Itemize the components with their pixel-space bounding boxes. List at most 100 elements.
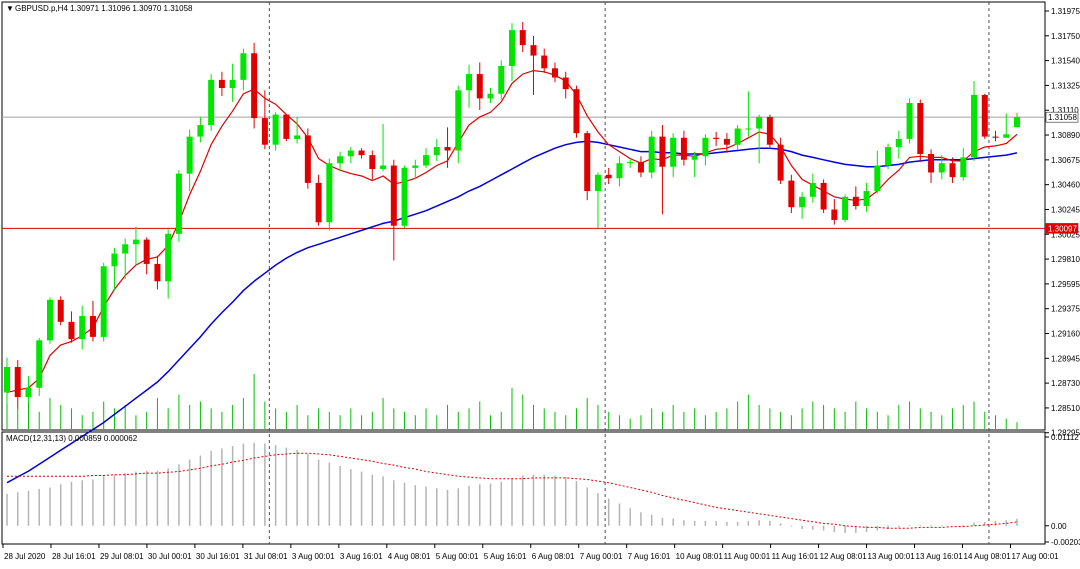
candle-body [143,239,150,264]
candle-body [36,340,43,388]
time-axis: 28 Jul 2020 28 Jul 16:01 29 Jul 08:01 30 Ju… [2,544,1059,561]
candle [272,112,279,151]
candle-body [57,299,64,322]
symbol-dropdown-icon[interactable]: ▼ [6,4,14,13]
candle [960,148,967,181]
candle [799,192,806,219]
candle [326,158,333,231]
candle-body [928,153,935,173]
candle [906,98,913,144]
candle-body [433,147,440,156]
candle [315,174,322,226]
candle-body [691,156,698,160]
candle [229,63,236,102]
candle [36,338,43,396]
candle-body [315,182,322,223]
time-tick-label: 4 Aug 08:01 [388,552,431,561]
candle [863,182,870,212]
current-price-tag: 1.31058 [1045,111,1079,123]
candle-body [519,30,526,46]
macd-histogram [6,442,1018,533]
candle [68,311,75,343]
time-tick-label: 6 Aug 08:01 [532,552,575,561]
candle-body [584,133,591,192]
candle [412,159,419,180]
level-price-tag: 1.30097 [1045,223,1079,234]
time-tick-label: 3 Aug 16:01 [340,552,383,561]
candle [627,159,634,168]
price-tick-label: 1.31750 [1051,32,1080,41]
candle-body [444,147,451,151]
candle [111,247,118,291]
candle-body [895,138,902,148]
candle [809,173,816,203]
candle [261,90,268,150]
candle-body [294,135,301,139]
candle [197,116,204,143]
candle-body [960,157,967,178]
candle [852,186,859,210]
macd-tick-label: 0.011127 [1051,433,1080,442]
candle [218,71,225,97]
candle [1014,112,1020,128]
candle [46,297,53,344]
candle [57,296,64,326]
candle [981,93,988,139]
candle [917,99,924,163]
candle [487,87,494,104]
price-tick-label: 1.30025 [1051,230,1080,239]
candle [208,74,215,131]
candle-body [218,79,225,88]
candle-body [412,165,419,168]
candle [294,116,301,144]
time-tick-label: 11 Aug 00:01 [724,552,771,561]
candle [874,150,881,194]
candle [723,133,730,153]
candle-body [1014,117,1020,128]
price-tick-label: 1.28510 [1051,404,1080,413]
time-tick-label: 5 Aug 16:01 [484,552,527,561]
candle-body [659,136,666,167]
candle [788,174,795,214]
candle [79,305,86,350]
candle-body [670,137,677,167]
candle-body [541,55,548,69]
candle [648,130,655,179]
candle [122,238,129,279]
candle-body [971,94,978,158]
macd-title: MACD(12,31,13) 0.000859 0.000062 [6,434,138,443]
price-tick-label: 1.30245 [1051,205,1080,214]
time-tick-label: 12 Aug 08:01 [820,552,868,561]
macd-axis: 0.011127 0.00 -0.002032 [1045,433,1080,547]
candle-body [46,299,53,341]
candle [390,159,397,261]
candle [885,143,892,170]
macd-pane-frame [1,431,1046,545]
macd-signal-path [7,452,1018,529]
candle-body [476,74,483,99]
price-tick-label: 1.29595 [1051,280,1080,289]
candle-body [713,137,720,139]
price-tick-label: 1.29160 [1051,330,1080,339]
candle [659,125,666,215]
candle [949,157,956,183]
candle [530,35,537,95]
candle-body [197,125,204,137]
candle-body [390,165,397,226]
candle [842,194,849,223]
candle-body [637,162,644,173]
candle-body [466,74,473,91]
price-tick-label: 1.31540 [1051,57,1080,66]
time-tick-label: 5 Aug 00:01 [436,552,479,561]
price-tick-label: 1.30675 [1051,156,1080,165]
time-tick-label: 13 Aug 16:01 [916,552,964,561]
candle [895,130,902,159]
price-tick-label: 1.31325 [1051,81,1080,90]
candle-body [1003,134,1010,138]
candle [519,21,526,53]
candle [831,199,838,225]
candle-body [154,263,161,282]
main-chart-title: GBPUSD.p,H4 1.30971 1.31096 1.30970 1.31… [15,4,193,13]
